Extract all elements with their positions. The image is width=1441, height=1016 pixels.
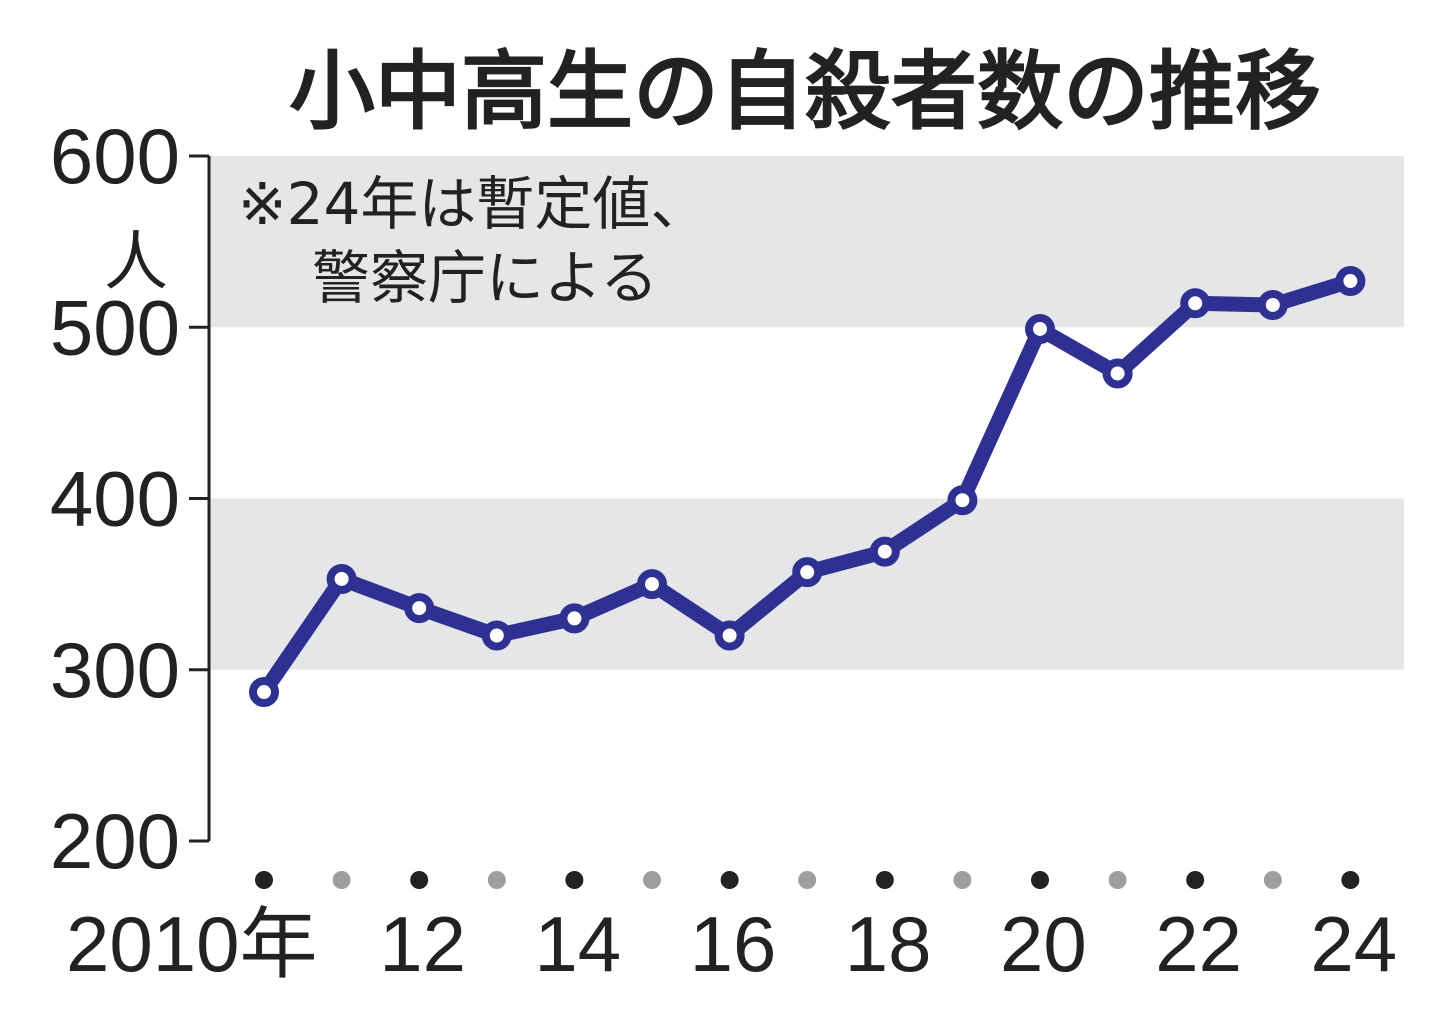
data-point-2023 (1257, 289, 1288, 320)
x-dot-2020 (1031, 871, 1049, 889)
series-layer (249, 266, 1366, 708)
chart-note-line1: ※24年は暫定値、 (238, 170, 708, 238)
y-tick-label-500: 500 (50, 283, 180, 371)
data-point-2020 (1025, 313, 1055, 344)
y-axis: 600 500 400 300 200 (50, 112, 211, 885)
x-dot-2012 (410, 871, 429, 889)
data-point-2011 (326, 563, 357, 594)
data-point-2016 (714, 620, 745, 651)
data-point-2019 (947, 485, 978, 516)
x-dot-2019 (953, 871, 972, 889)
x-tick-label-2024: 24 (1310, 900, 1397, 988)
x-tick-label-2016: 16 (690, 900, 777, 988)
x-tick-label-2020: 20 (1000, 900, 1087, 988)
x-dot-2014 (565, 871, 584, 889)
x-dot-2024 (1341, 871, 1360, 889)
data-point-2014 (559, 603, 590, 634)
x-dot-2016 (720, 871, 739, 889)
x-tick-label-2014: 14 (534, 900, 621, 988)
data-point-2024 (1335, 266, 1366, 297)
data-point-2015 (637, 569, 667, 600)
data-point-2022 (1180, 288, 1211, 319)
x-dot-2011 (332, 871, 351, 889)
x-axis-dots (255, 871, 1360, 889)
data-point-2017 (792, 557, 823, 588)
x-dot-2018 (875, 871, 894, 889)
data-point-2012 (404, 593, 435, 624)
chart-title: 小中高生の自殺者数の推移 (289, 42, 1321, 142)
y-tick-label-300: 300 (50, 626, 180, 714)
data-point-2018 (869, 536, 900, 567)
x-dot-2010 (255, 871, 273, 889)
x-tick-label-2010: 2010年 (66, 900, 318, 988)
data-point-2021 (1102, 358, 1133, 389)
data-point-2010 (249, 677, 279, 708)
x-dot-2017 (798, 871, 817, 889)
x-dot-2023 (1263, 871, 1282, 889)
x-tick-label-2018: 18 (845, 900, 932, 988)
x-axis-labels: 2010年 12 14 16 18 20 22 24 (66, 900, 1397, 988)
y-tick-label-600: 600 (50, 112, 180, 200)
x-dot-2015 (643, 871, 661, 889)
y-axis-unit: 人 (104, 226, 168, 300)
x-dot-2021 (1108, 871, 1127, 889)
data-point-2013 (481, 620, 512, 651)
y-tick-label-200: 200 (50, 797, 180, 885)
x-tick-label-2022: 22 (1155, 900, 1242, 988)
chart-note-line2: 警察庁による (312, 244, 658, 312)
x-dot-2013 (487, 871, 506, 889)
x-tick-label-2012: 12 (379, 900, 466, 988)
x-dot-2022 (1186, 871, 1205, 889)
y-tick-label-400: 400 (50, 455, 180, 543)
